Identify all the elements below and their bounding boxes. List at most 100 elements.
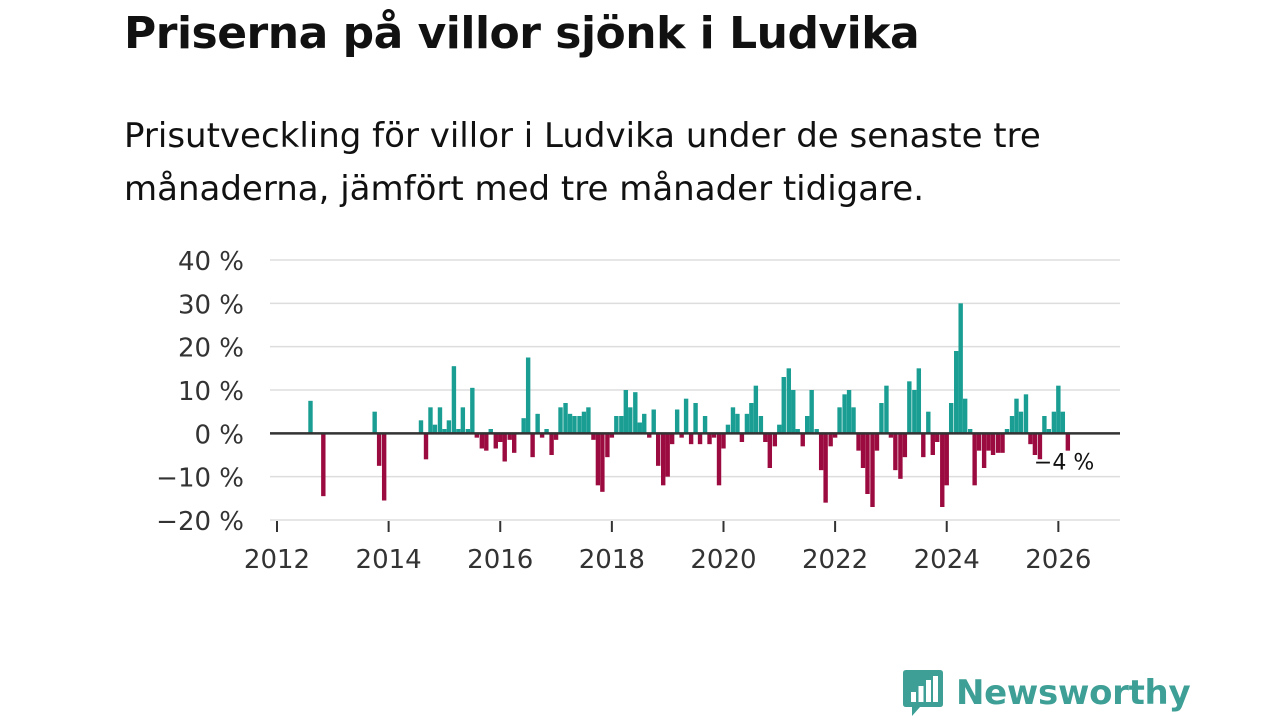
bar xyxy=(1037,433,1043,464)
newsworthy-logo-icon xyxy=(903,670,943,716)
bar xyxy=(767,433,773,468)
x-tick-label: 2012 xyxy=(244,545,310,575)
bar xyxy=(926,411,931,434)
bar xyxy=(623,390,629,434)
bar xyxy=(381,433,387,501)
bar xyxy=(679,433,684,438)
bar xyxy=(446,420,452,434)
bar xyxy=(837,407,842,434)
bar xyxy=(572,416,577,434)
bar xyxy=(990,433,996,455)
bar xyxy=(818,433,824,471)
y-tick-label: −10 % xyxy=(156,464,244,494)
bar xyxy=(874,433,880,451)
bar xyxy=(553,433,559,440)
bar xyxy=(693,403,698,434)
bar xyxy=(655,433,661,466)
bar xyxy=(851,407,856,434)
bar xyxy=(619,416,624,434)
bar xyxy=(1009,416,1015,434)
bar xyxy=(944,433,949,486)
bar xyxy=(972,433,977,486)
x-tick-label: 2016 xyxy=(467,545,533,575)
bar xyxy=(665,433,670,477)
y-tick-label: 30 % xyxy=(178,290,244,320)
bar xyxy=(758,416,764,434)
bar xyxy=(916,368,922,434)
bar xyxy=(605,433,610,458)
bar xyxy=(805,416,810,434)
bar xyxy=(563,403,568,434)
bar xyxy=(595,433,601,486)
bar xyxy=(628,407,633,434)
bar xyxy=(967,429,973,434)
bar xyxy=(376,433,382,466)
bar xyxy=(535,413,540,434)
bar xyxy=(702,416,708,434)
bar xyxy=(795,429,800,434)
x-tick-label: 2026 xyxy=(1025,545,1091,575)
bar xyxy=(725,424,731,434)
bar xyxy=(549,433,554,455)
bar xyxy=(753,385,759,434)
bar xyxy=(707,433,712,445)
y-tick-label: 0 % xyxy=(194,420,244,450)
bar xyxy=(581,411,587,434)
bar xyxy=(418,420,424,434)
bar xyxy=(888,433,894,438)
bars xyxy=(308,303,1071,507)
bar xyxy=(1046,429,1052,434)
bar xyxy=(860,433,866,468)
y-tick-label: 10 % xyxy=(178,377,244,407)
bar xyxy=(809,390,814,434)
bar xyxy=(674,409,680,434)
bar xyxy=(1056,385,1061,434)
bar xyxy=(661,433,666,486)
bar xyxy=(437,407,443,434)
bar xyxy=(567,413,573,434)
bar xyxy=(525,357,531,434)
bar xyxy=(791,390,796,434)
bar xyxy=(1000,433,1005,453)
bar xyxy=(633,392,638,434)
bar xyxy=(442,429,447,434)
bar xyxy=(749,403,754,434)
bar xyxy=(697,433,703,445)
bar xyxy=(308,400,313,434)
bar xyxy=(474,433,479,438)
y-tick-label: 40 % xyxy=(178,247,244,277)
bar xyxy=(432,424,438,434)
y-tick-label: −20 % xyxy=(156,507,244,537)
bar xyxy=(586,407,591,434)
bar xyxy=(372,411,377,434)
chart-title: Priserna på villor sjönk i Ludvika xyxy=(124,8,920,59)
bar xyxy=(484,433,489,451)
bar xyxy=(930,433,935,455)
bar xyxy=(451,366,457,434)
y-tick-label: 20 % xyxy=(178,334,244,364)
chart-subtitle: Prisutveckling för villor i Ludvika unde… xyxy=(124,116,1041,209)
bar xyxy=(539,433,545,438)
bar xyxy=(521,418,526,434)
bar xyxy=(786,368,791,434)
bar xyxy=(981,433,987,468)
bar xyxy=(1023,394,1029,434)
bar xyxy=(544,429,549,434)
bar xyxy=(832,433,838,438)
bar xyxy=(940,433,945,507)
bar xyxy=(948,403,954,434)
bar xyxy=(912,390,917,434)
x-tick-label: 2024 xyxy=(914,545,980,575)
bar xyxy=(647,433,652,438)
bar xyxy=(711,433,717,438)
bar xyxy=(976,433,982,451)
bar xyxy=(577,416,582,434)
bar xyxy=(995,433,1001,453)
bar xyxy=(921,433,926,458)
bar xyxy=(856,433,861,451)
bar xyxy=(846,390,852,434)
bar xyxy=(479,433,485,449)
bar xyxy=(870,433,875,507)
bar xyxy=(460,407,466,434)
